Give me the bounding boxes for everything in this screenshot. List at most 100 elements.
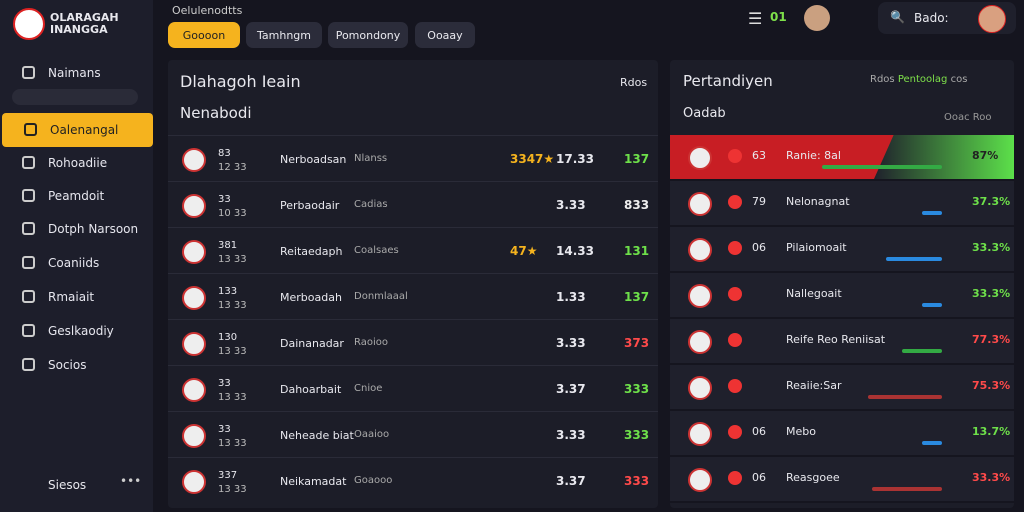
nav-icon [24,123,37,136]
standing-row[interactable]: 63 Ranie: 8al 87% [670,135,1014,181]
count: 01 [770,10,787,24]
logo: OLARAGAH INANGGA [50,12,119,36]
nav-item[interactable]: Naimans [0,56,153,90]
match-row[interactable]: 33 13 33 Neheade biat Oaaioo 3.33 333 [168,411,658,458]
odd-tag: 3347★ [510,152,555,166]
match-row[interactable]: 133 13 33 Merboadah Donmlaaal 1.33 137 [168,273,658,320]
standing-row[interactable]: 06 Reasgoee 33.3% [670,457,1014,503]
rank: 63 [752,149,766,162]
link[interactable]: cos [950,74,968,85]
nav-item[interactable]: Socios [0,348,153,382]
rank: 06 [752,241,766,254]
left-panel: Dlahagoh Ieain Nenabodi Rdos 83 12 33 Nerb… [168,60,658,508]
nav-label: Geslkaodiy [48,324,114,338]
match-row[interactable]: 33 13 33 Dahoarbait Cnioe 3.37 333 [168,365,658,412]
score: 83 [218,148,231,159]
standing-row[interactable]: 79 Nelonagnat 37.3% [670,181,1014,227]
nav-icon [22,290,35,303]
team-badge [182,148,206,172]
standing-row[interactable]: Nallegoait 33.3% [670,273,1014,319]
team-badge [182,240,206,264]
user-menu[interactable]: 🔍 Bado: [878,2,1016,34]
score: 130 [218,332,238,343]
team-badge [688,330,712,354]
team-badge [688,238,712,262]
score: 337 [218,470,238,481]
odd: 1.33 [556,290,586,304]
bar [902,349,942,353]
nav-item[interactable]: Geslkaodiy [0,314,153,348]
team-name: Pilaiomoait [786,241,847,254]
sub-action[interactable]: Ooac Roo [944,112,992,123]
team-sub: Donmlaaal [354,291,408,302]
bar [872,487,942,491]
menu[interactable]: ☰ [748,9,763,28]
standing-row[interactable]: 06 Mebo 13.7% [670,411,1014,457]
search[interactable] [12,89,138,105]
tab[interactable]: Goooon [168,22,240,48]
team-badge [688,192,712,216]
nav-item[interactable]: Oalenangal [2,113,153,147]
time: 13 33 [218,254,247,265]
panel-action[interactable]: Rdos [620,76,648,89]
team-name: Nallegoait [786,287,842,300]
percent: 75.3% [972,379,1011,392]
nav-item[interactable]: Rohoadiie [0,146,153,180]
nav-item[interactable]: Peamdoit [0,179,153,213]
nav-item[interactable]: Coaniids [0,246,153,280]
team-name: Nelonagnat [786,195,850,208]
standing-row[interactable]: 06 Pilaiomoait 33.3% [670,227,1014,273]
standing-row[interactable]: Reife Reo Reniisat 77.3% [670,319,1014,365]
more[interactable]: ••• [120,474,142,488]
avatar[interactable] [804,5,830,31]
match-row[interactable]: 337 13 33 Neikamadat Goaooo 3.37 333 [168,457,658,504]
nav-item[interactable]: Rmaiait [0,280,153,314]
match-row[interactable]: 33 10 33 Perbaodair Cadias 3.33 833 [168,181,658,228]
team-icon [728,333,742,347]
footer-link[interactable]: Siesos [48,478,87,492]
tab[interactable]: Tamhngm [246,22,322,48]
team-name: Reife Reo Reniisat [786,333,886,346]
match-row[interactable]: 130 13 33 Dainanadar Raoioo 3.33 373 [168,319,658,366]
team-sub: Cnioe [354,383,383,394]
time: 12 33 [218,162,247,173]
team-badge [182,286,206,310]
percent: 33.3% [972,241,1011,254]
team-sub: Raoioo [354,337,388,348]
team-icon [728,379,742,393]
rank: 79 [752,195,766,208]
nav-icon [22,156,35,169]
team-badge [688,284,712,308]
team-badge [182,332,206,356]
time: 13 33 [218,300,247,311]
bar [922,211,942,215]
tab[interactable]: Pomondony [328,22,408,48]
tab[interactable]: Ooaay [415,22,475,48]
nav-icon [22,66,35,79]
team-badge [182,470,206,494]
highlight [874,135,1014,179]
bar [886,257,942,261]
bar [922,303,942,307]
team-icon [728,425,742,439]
team-name: Perbaodair [280,199,340,212]
link[interactable]: Pentoolag [897,74,948,85]
nav-label: Rmaiait [48,290,95,304]
team-name: Reitaedaph [280,245,343,258]
right-panel: Pertandiyen Rdos Pentoolag cos Oadab Ooa… [670,60,1014,508]
nav-label: Coaniids [48,256,100,270]
match-row[interactable]: 381 13 33 Reitaedaph Coalsaes 47★ 14.33 131 [168,227,658,274]
odd-total: 333 [624,382,650,396]
odd-total: 137 [624,290,650,304]
time: 13 33 [218,392,247,403]
panel-title: Dlahagoh Ieain [180,72,301,91]
nav-item[interactable]: Dotph Narsoon [0,212,153,246]
odd-total: 833 [624,198,650,212]
standing-row[interactable]: Reaiie:Sar 75.3% [670,365,1014,411]
link[interactable]: Rdos [870,74,895,85]
match-row[interactable]: 83 12 33 Nerboadsan Nlanss 3347★ 17.33 137 [168,135,658,182]
nav-label: Socios [48,358,87,372]
nav-label: Dotph Narsoon [48,222,139,236]
team-icon [728,195,742,209]
